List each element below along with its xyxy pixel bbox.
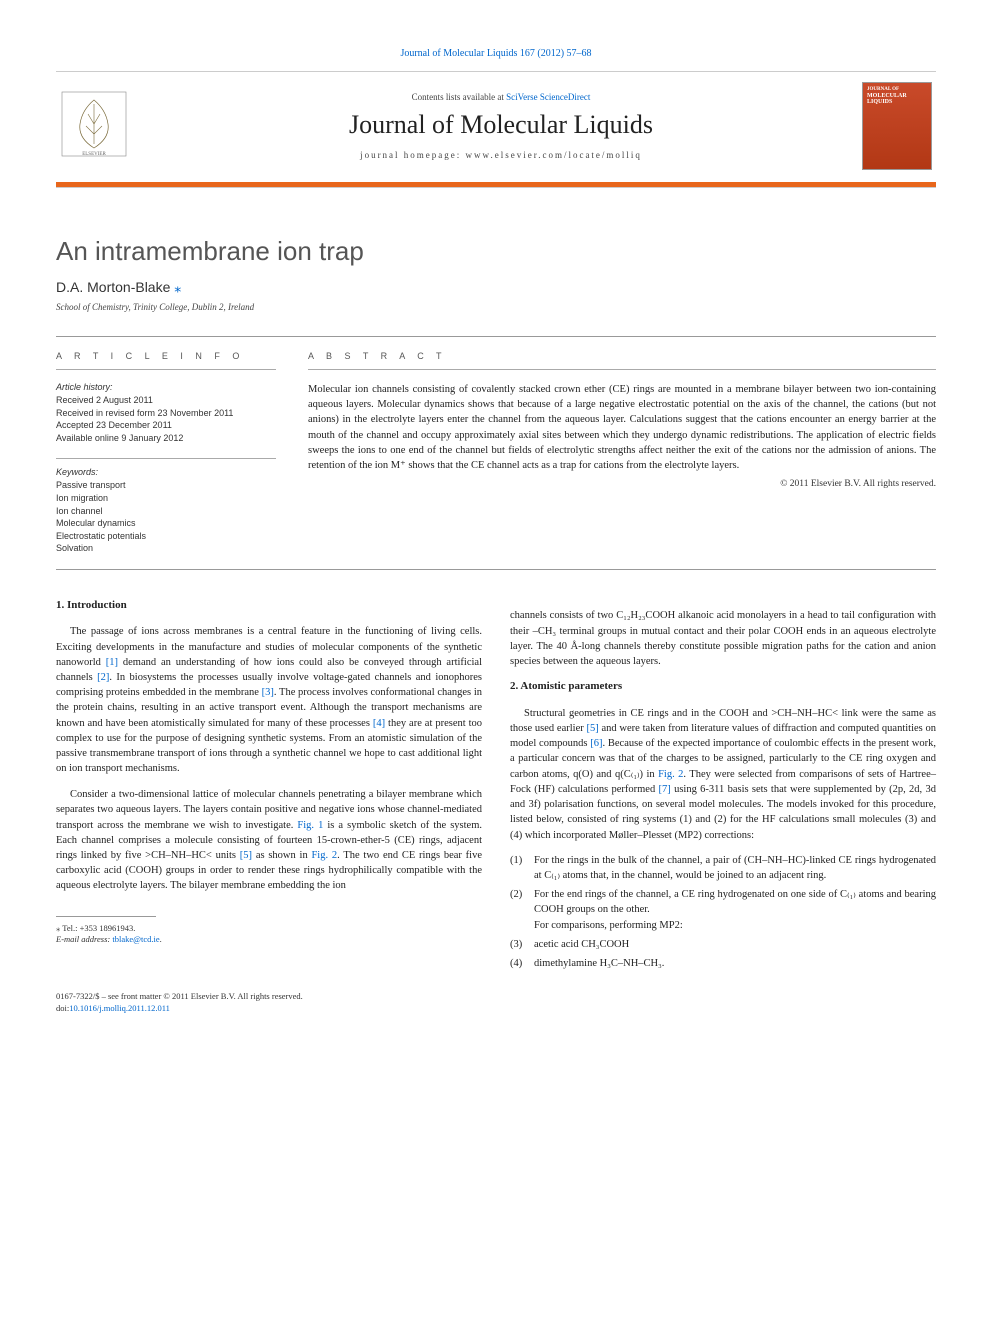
col2-continuation: channels consists of two C₁₂H₂₃COOH alka… bbox=[510, 608, 936, 669]
intro-paragraph-2: Consider a two-dimensional lattice of mo… bbox=[56, 787, 482, 894]
front-matter-line: 0167-7322/$ – see front matter © 2011 El… bbox=[56, 991, 936, 1003]
list-text: For the rings in the bulk of the channel… bbox=[534, 853, 936, 883]
email-suffix: . bbox=[160, 934, 162, 944]
footnote-separator bbox=[56, 916, 156, 917]
header-center: Contents lists available at SciVerse Sci… bbox=[140, 92, 862, 160]
doi-line: doi:10.1016/j.molliq.2011.12.011 bbox=[56, 1003, 936, 1015]
email-link[interactable]: tblake@tcd.ie bbox=[112, 934, 159, 944]
ref-link[interactable]: [4] bbox=[373, 718, 385, 729]
elsevier-tree-icon: ELSEVIER bbox=[60, 90, 128, 158]
keywords-block: Keywords: Passive transport Ion migratio… bbox=[56, 458, 276, 555]
elsevier-logo: ELSEVIER bbox=[60, 90, 140, 163]
list-text: For the end rings of the channel, a CE r… bbox=[534, 887, 936, 933]
text: as shown in bbox=[252, 850, 311, 861]
tel-label: ⁎ Tel.: bbox=[56, 923, 80, 933]
abstract-heading: A B S T R A C T bbox=[308, 351, 936, 370]
keyword: Ion migration bbox=[56, 492, 276, 505]
keywords-label: Keywords: bbox=[56, 467, 276, 477]
keyword: Molecular dynamics bbox=[56, 517, 276, 530]
abstract-text: Molecular ion channels consisting of cov… bbox=[308, 382, 936, 473]
left-column: 1. Introduction The passage of ions acro… bbox=[56, 598, 482, 975]
right-column: channels consists of two C₁₂H₂₃COOH alka… bbox=[510, 598, 936, 975]
intro-paragraph-1: The passage of ions across membranes is … bbox=[56, 624, 482, 776]
orange-accent-bar bbox=[56, 182, 936, 187]
doi-prefix: doi: bbox=[56, 1003, 69, 1013]
doi-link[interactable]: 10.1016/j.molliq.2011.12.011 bbox=[69, 1003, 170, 1013]
svg-text:ELSEVIER: ELSEVIER bbox=[82, 152, 106, 157]
history-accepted: Accepted 23 December 2011 bbox=[56, 419, 276, 432]
ref-link[interactable]: [7] bbox=[659, 784, 671, 795]
article-title: An intramembrane ion trap bbox=[56, 236, 936, 267]
author-line: D.A. Morton-Blake ⁎ bbox=[56, 279, 936, 296]
history-received: Received 2 August 2011 bbox=[56, 394, 276, 407]
article-info-column: A R T I C L E I N F O Article history: R… bbox=[56, 337, 290, 569]
article-history-label: Article history: bbox=[56, 382, 276, 392]
ref-link[interactable]: [5] bbox=[240, 850, 252, 861]
author-name: D.A. Morton-Blake bbox=[56, 279, 174, 295]
corresponding-author-marker[interactable]: ⁎ bbox=[174, 279, 181, 295]
journal-name: Journal of Molecular Liquids bbox=[140, 110, 862, 140]
header-inner: ELSEVIER Contents lists available at Sci… bbox=[56, 72, 936, 180]
top-citation-link[interactable]: Journal of Molecular Liquids 167 (2012) … bbox=[56, 48, 936, 59]
body-columns: 1. Introduction The passage of ions acro… bbox=[56, 598, 936, 975]
abstract-copyright: © 2011 Elsevier B.V. All rights reserved… bbox=[308, 479, 936, 489]
journal-homepage-line: journal homepage: www.elsevier.com/locat… bbox=[140, 150, 862, 160]
page-container: Journal of Molecular Liquids 167 (2012) … bbox=[0, 0, 992, 1063]
journal-cover-thumbnail[interactable]: JOURNAL OF MOLECULAR LIQUIDS bbox=[862, 82, 932, 170]
corresponding-footnote: ⁎ Tel.: +353 18961943. E-mail address: t… bbox=[56, 923, 482, 947]
email-label: E-mail address: bbox=[56, 934, 112, 944]
list-item: (4) dimethylamine H₃C–NH–CH₃. bbox=[510, 956, 936, 971]
ref-link[interactable]: [5] bbox=[587, 723, 599, 734]
homepage-url[interactable]: www.elsevier.com/locate/molliq bbox=[466, 150, 642, 160]
contents-line: Contents lists available at SciVerse Sci… bbox=[140, 92, 862, 102]
history-online: Available online 9 January 2012 bbox=[56, 432, 276, 445]
list-item: (2) For the end rings of the channel, a … bbox=[510, 887, 936, 933]
list-text: dimethylamine H₃C–NH–CH₃. bbox=[534, 956, 936, 971]
ref-link[interactable]: [1] bbox=[106, 657, 118, 668]
list-item: (3) acetic acid CH₃COOH bbox=[510, 937, 936, 952]
info-abstract-row: A R T I C L E I N F O Article history: R… bbox=[56, 336, 936, 570]
section-1-heading: 1. Introduction bbox=[56, 598, 482, 614]
list-number: (4) bbox=[510, 956, 534, 971]
section-2-heading: 2. Atomistic parameters bbox=[510, 679, 936, 695]
keyword: Electrostatic potentials bbox=[56, 530, 276, 543]
contents-prefix: Contents lists available at bbox=[412, 92, 506, 102]
keyword: Ion channel bbox=[56, 505, 276, 518]
fig-link[interactable]: Fig. 1 bbox=[297, 820, 323, 831]
keyword: Passive transport bbox=[56, 479, 276, 492]
homepage-prefix: journal homepage: bbox=[360, 150, 465, 160]
journal-header-band: ELSEVIER Contents lists available at Sci… bbox=[56, 71, 936, 188]
list-item: (1) For the rings in the bulk of the cha… bbox=[510, 853, 936, 883]
atomistic-paragraph-1: Structural geometries in CE rings and in… bbox=[510, 706, 936, 843]
fig-link[interactable]: Fig. 2 bbox=[311, 850, 337, 861]
ref-link[interactable]: [6] bbox=[590, 738, 602, 749]
list-number: (3) bbox=[510, 937, 534, 952]
keyword: Solvation bbox=[56, 542, 276, 555]
sciencedirect-link[interactable]: SciVerse ScienceDirect bbox=[506, 92, 590, 102]
history-revised: Received in revised form 23 November 201… bbox=[56, 407, 276, 420]
text: For the end rings of the channel, a CE r… bbox=[534, 889, 936, 915]
fig-link[interactable]: Fig. 2 bbox=[658, 769, 683, 780]
article-info-heading: A R T I C L E I N F O bbox=[56, 351, 276, 370]
list-text: acetic acid CH₃COOH bbox=[534, 937, 936, 952]
ref-link[interactable]: [3] bbox=[262, 687, 274, 698]
list-number: (2) bbox=[510, 887, 534, 933]
ref-link[interactable]: [2] bbox=[97, 672, 109, 683]
affiliation: School of Chemistry, Trinity College, Du… bbox=[56, 302, 936, 312]
list-number: (1) bbox=[510, 853, 534, 883]
page-footer: 0167-7322/$ – see front matter © 2011 El… bbox=[56, 991, 936, 1015]
abstract-column: A B S T R A C T Molecular ion channels c… bbox=[290, 337, 936, 569]
text: For comparisons, performing MP2: bbox=[534, 920, 683, 931]
tel-value: +353 18961943. bbox=[80, 923, 136, 933]
cover-text-main: MOLECULAR LIQUIDS bbox=[867, 93, 927, 106]
